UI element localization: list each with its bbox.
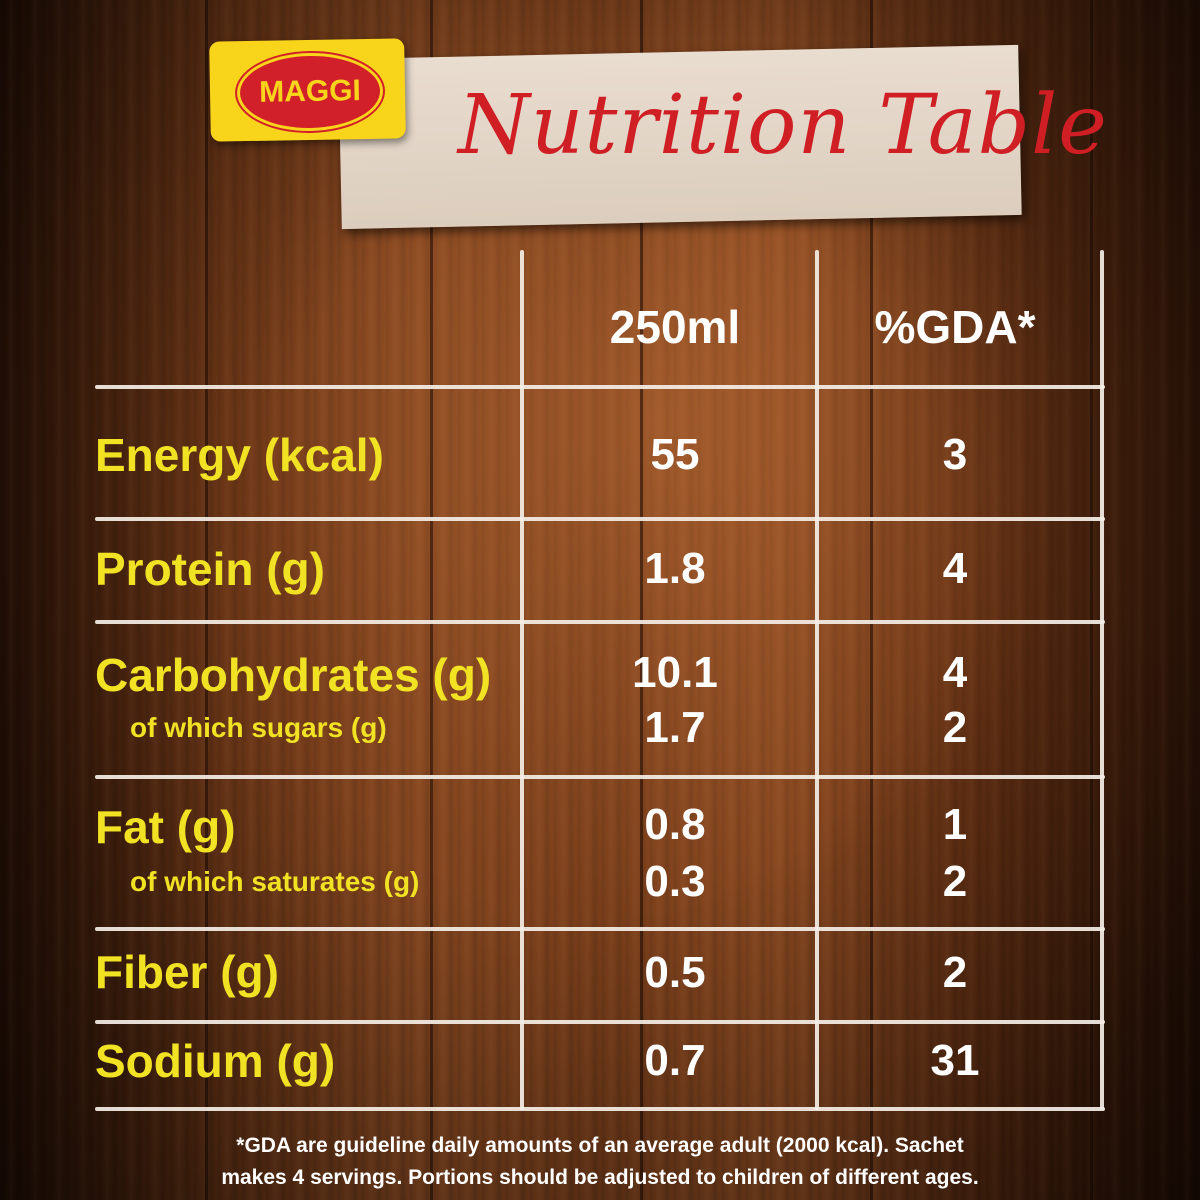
value-saturates: 0.3 xyxy=(644,857,706,906)
table-divider-horizontal xyxy=(95,1107,1105,1111)
value-protein: 1.8 xyxy=(644,544,706,593)
value-sodium: 0.7 xyxy=(644,1036,706,1085)
value-fat: 0.8 xyxy=(644,800,706,849)
row-label-protein: Protein (g) xyxy=(95,543,325,595)
column-header-serving: 250ml xyxy=(609,301,741,353)
table-divider-horizontal xyxy=(95,620,1105,624)
table-divider-horizontal xyxy=(95,775,1105,779)
row-sublabel-saturates: of which saturates (g) xyxy=(130,866,420,897)
footnote: *GDA are guideline daily amounts of an a… xyxy=(150,1130,1050,1194)
gda-protein: 4 xyxy=(942,544,968,593)
table-divider-horizontal xyxy=(95,927,1105,931)
row-sublabel-sugars: of which sugars (g) xyxy=(130,712,387,743)
footnote-line-1: *GDA are guideline daily amounts of an a… xyxy=(236,1134,964,1157)
gda-sodium: 31 xyxy=(930,1036,980,1085)
gda-fat: 1 xyxy=(942,800,968,849)
gda-saturates: 2 xyxy=(942,857,968,906)
value-sugars: 1.7 xyxy=(644,703,706,752)
gda-fiber: 2 xyxy=(942,948,968,997)
page-title: Nutrition Table xyxy=(458,78,1108,173)
table-divider-vertical xyxy=(1100,250,1104,1110)
footnote-line-2: makes 4 servings. Portions should be adj… xyxy=(221,1166,979,1189)
table-divider-horizontal xyxy=(95,1020,1105,1024)
row-label-fiber: Fiber (g) xyxy=(95,946,279,998)
gda-sugars: 2 xyxy=(942,703,968,752)
gda-energy: 3 xyxy=(942,430,968,479)
row-label-sodium: Sodium (g) xyxy=(95,1035,336,1087)
logo-text: MAGGI xyxy=(258,74,362,109)
value-carbohydrates: 10.1 xyxy=(632,648,718,697)
table-divider-horizontal xyxy=(95,517,1105,521)
brand-logo: MAGGI xyxy=(209,38,406,142)
gda-carbohydrates: 4 xyxy=(942,648,968,697)
table-divider-horizontal xyxy=(95,385,1105,389)
row-label-fat: Fat (g) xyxy=(95,801,236,853)
logo-oval: MAGGI xyxy=(236,51,384,133)
table-divider-vertical xyxy=(815,250,819,1110)
value-fiber: 0.5 xyxy=(644,948,706,997)
row-label-carbohydrates: Carbohydrates (g) xyxy=(95,649,492,701)
value-energy: 55 xyxy=(650,430,700,479)
row-label-energy: Energy (kcal) xyxy=(95,429,384,481)
column-header-gda: %GDA* xyxy=(874,301,1036,353)
table-divider-vertical xyxy=(520,250,524,1110)
